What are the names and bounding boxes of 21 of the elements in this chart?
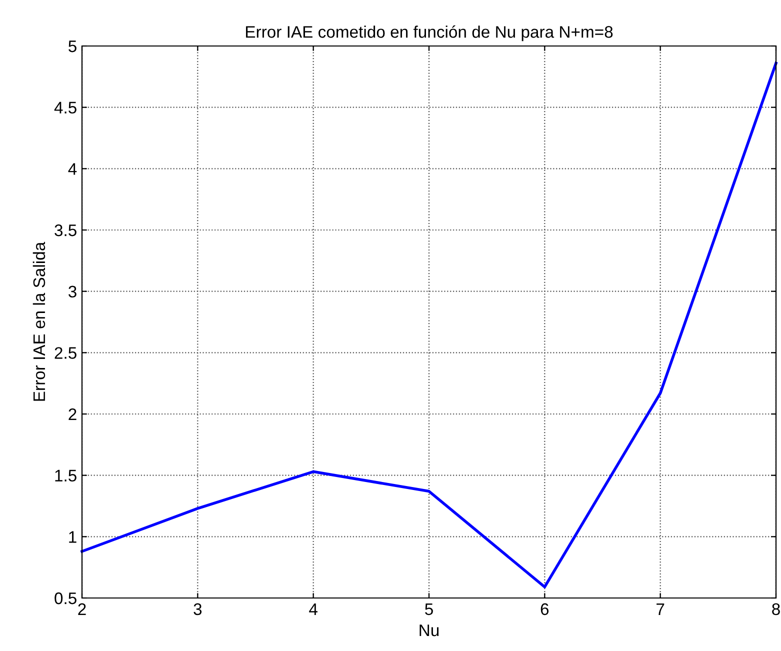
- x-tick-label: 4: [309, 603, 318, 615]
- y-tick-label: 5: [68, 40, 76, 52]
- y-tick-label: 2.5: [54, 347, 76, 359]
- x-tick-label: 3: [194, 603, 202, 616]
- y-tick-label: 4.5: [54, 102, 76, 114]
- x-axis-title: Nu: [420, 624, 439, 636]
- x-tick-label: 5: [425, 603, 433, 616]
- y-tick-label: 3.5: [54, 224, 76, 236]
- x-tick-label: 2: [78, 603, 86, 615]
- y-axis-title: Error IAE en la Salida: [32, 242, 46, 401]
- y-tick-label: 1.5: [55, 470, 76, 482]
- line-series: [80, 62, 778, 588]
- x-tick-label: 6: [540, 603, 549, 616]
- y-tick-label: 2: [68, 408, 76, 420]
- y-tick-label: 0.5: [54, 592, 76, 604]
- chart-title: Error IAE cometido en función de Nu para N+m=8: [246, 25, 613, 42]
- y-tick-label: 4: [68, 163, 77, 175]
- x-tick-label: 8: [772, 603, 780, 616]
- x-tick-label: 7: [656, 603, 664, 615]
- y-tick-label: 3: [68, 286, 76, 298]
- y-tick-label: 1: [69, 531, 76, 543]
